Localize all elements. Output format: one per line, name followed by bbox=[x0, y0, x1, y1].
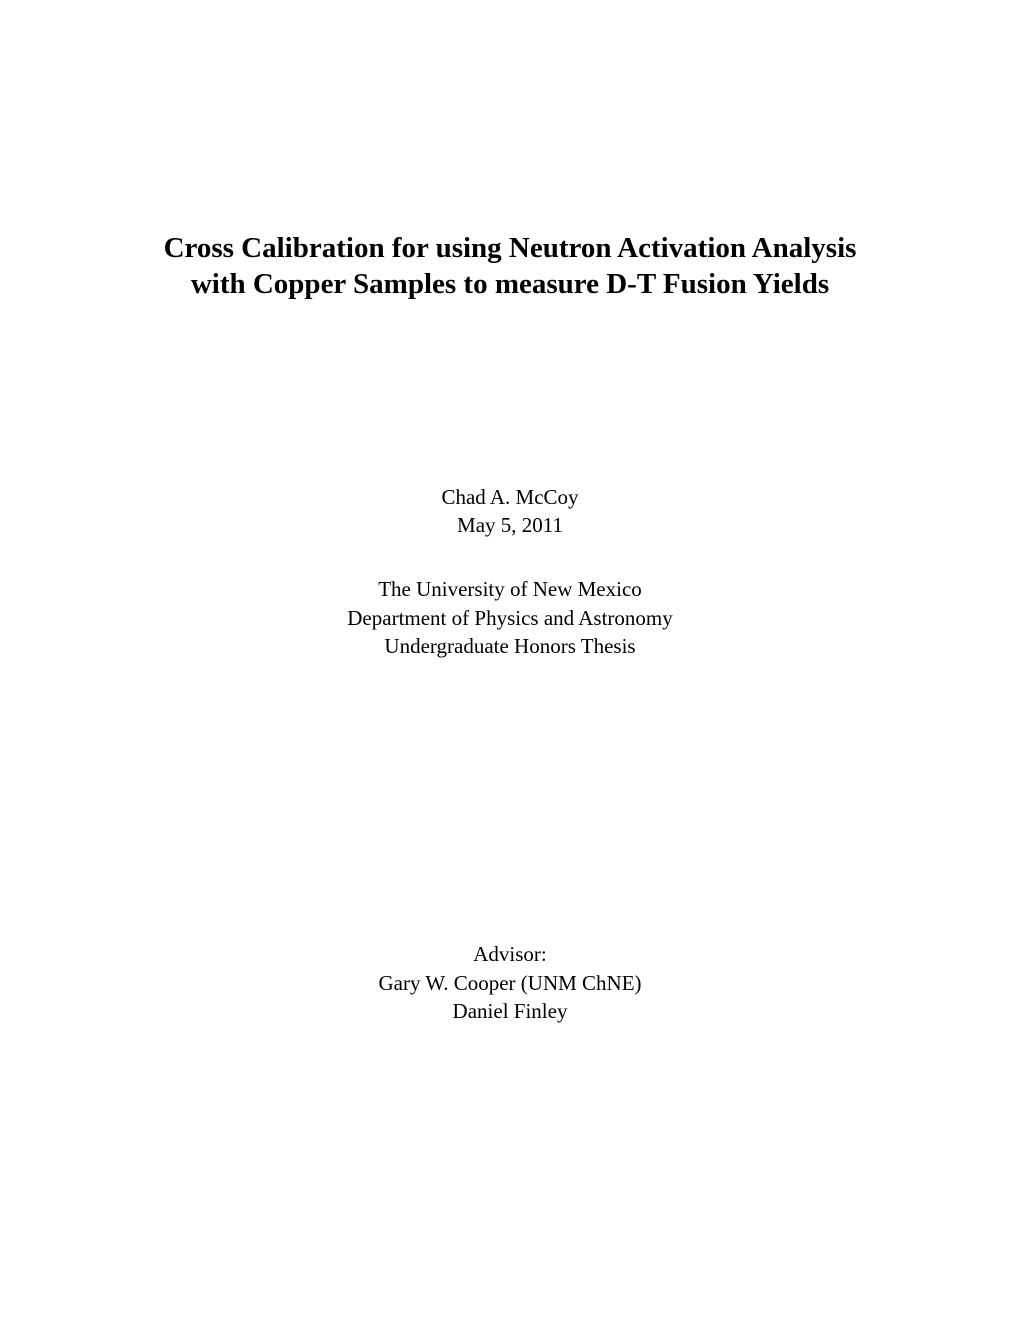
advisor-name-1: Gary W. Cooper (UNM ChNE) bbox=[120, 969, 900, 997]
affiliation-department: Department of Physics and Astronomy bbox=[120, 604, 900, 632]
author-date: May 5, 2011 bbox=[120, 511, 900, 539]
title-block: Cross Calibration for using Neutron Acti… bbox=[120, 230, 900, 303]
title-line-1: Cross Calibration for using Neutron Acti… bbox=[120, 230, 900, 266]
author-name: Chad A. McCoy bbox=[120, 483, 900, 511]
advisor-block: Advisor: Gary W. Cooper (UNM ChNE) Danie… bbox=[120, 940, 900, 1025]
affiliation-block: The University of New Mexico Department … bbox=[120, 575, 900, 660]
author-block: Chad A. McCoy May 5, 2011 bbox=[120, 483, 900, 540]
affiliation-thesis-type: Undergraduate Honors Thesis bbox=[120, 632, 900, 660]
affiliation-university: The University of New Mexico bbox=[120, 575, 900, 603]
advisor-label: Advisor: bbox=[120, 940, 900, 968]
advisor-name-2: Daniel Finley bbox=[120, 997, 900, 1025]
title-line-2: with Copper Samples to measure D-T Fusio… bbox=[120, 266, 900, 302]
